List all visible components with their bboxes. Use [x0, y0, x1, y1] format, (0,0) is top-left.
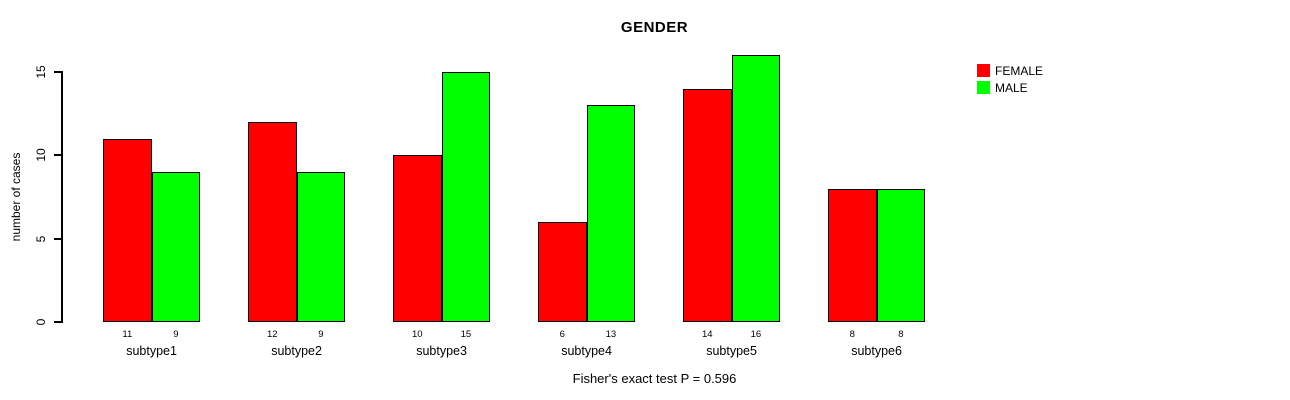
bar-female-subtype1	[103, 138, 152, 322]
bar-value-label: 14	[702, 329, 713, 340]
y-tick-mark	[54, 71, 61, 73]
legend-item-female: FEMALE	[977, 62, 1043, 79]
bar-male-subtype3	[441, 72, 491, 322]
y-tick-label: 15	[34, 65, 48, 79]
bar-value-label: 11	[122, 329, 133, 340]
bar-male-subtype5	[731, 55, 781, 322]
y-tick-mark	[54, 237, 61, 240]
y-tick-mark	[54, 154, 61, 157]
bar-male-subtype6	[876, 188, 926, 322]
category-label-subtype4: subtype4	[561, 344, 612, 358]
bar-value-label: 13	[605, 329, 617, 340]
category-label-subtype3: subtype3	[416, 344, 467, 358]
bar-female-subtype6	[828, 188, 877, 322]
bar-value-label: 10	[412, 329, 423, 340]
legend-swatch-female	[977, 64, 990, 77]
bar-value-label: 16	[750, 329, 762, 340]
chart-title: GENDER	[620, 19, 689, 36]
bar-value-label: 8	[898, 329, 904, 340]
bar-male-subtype4	[586, 105, 636, 322]
category-label-subtype1: subtype1	[126, 344, 177, 358]
legend-label: FEMALE	[995, 63, 1044, 78]
bar-female-subtype5	[683, 88, 732, 322]
y-tick-mark	[54, 321, 61, 323]
bar-male-subtype1	[151, 172, 201, 322]
y-axis	[61, 71, 63, 323]
y-tick-label: 0	[34, 318, 48, 326]
bar-value-label: 8	[849, 329, 855, 340]
bar-value-label: 15	[460, 329, 472, 340]
bar-female-subtype4	[538, 222, 587, 322]
category-label-subtype6: subtype6	[851, 344, 902, 358]
legend-swatch-male	[977, 81, 990, 94]
bar-value-label: 9	[173, 329, 179, 340]
bar-female-subtype3	[393, 155, 442, 322]
y-tick-label: 10	[34, 148, 48, 163]
footnote: Fisher's exact test P = 0.596	[572, 371, 737, 386]
legend: FEMALE MALE	[977, 62, 1043, 96]
category-label-subtype2: subtype2	[271, 344, 322, 358]
bar-male-subtype2	[296, 172, 346, 322]
bar-female-subtype2	[248, 122, 297, 322]
legend-item-male: MALE	[977, 79, 1043, 96]
y-tick-label: 5	[34, 235, 48, 242]
y-axis-label: number of cases	[9, 152, 23, 242]
legend-label: MALE	[995, 80, 1028, 95]
bar-value-label: 6	[559, 329, 565, 340]
bar-value-label: 12	[267, 329, 278, 340]
category-label-subtype5: subtype5	[706, 344, 757, 358]
bar-value-label: 9	[318, 329, 324, 340]
